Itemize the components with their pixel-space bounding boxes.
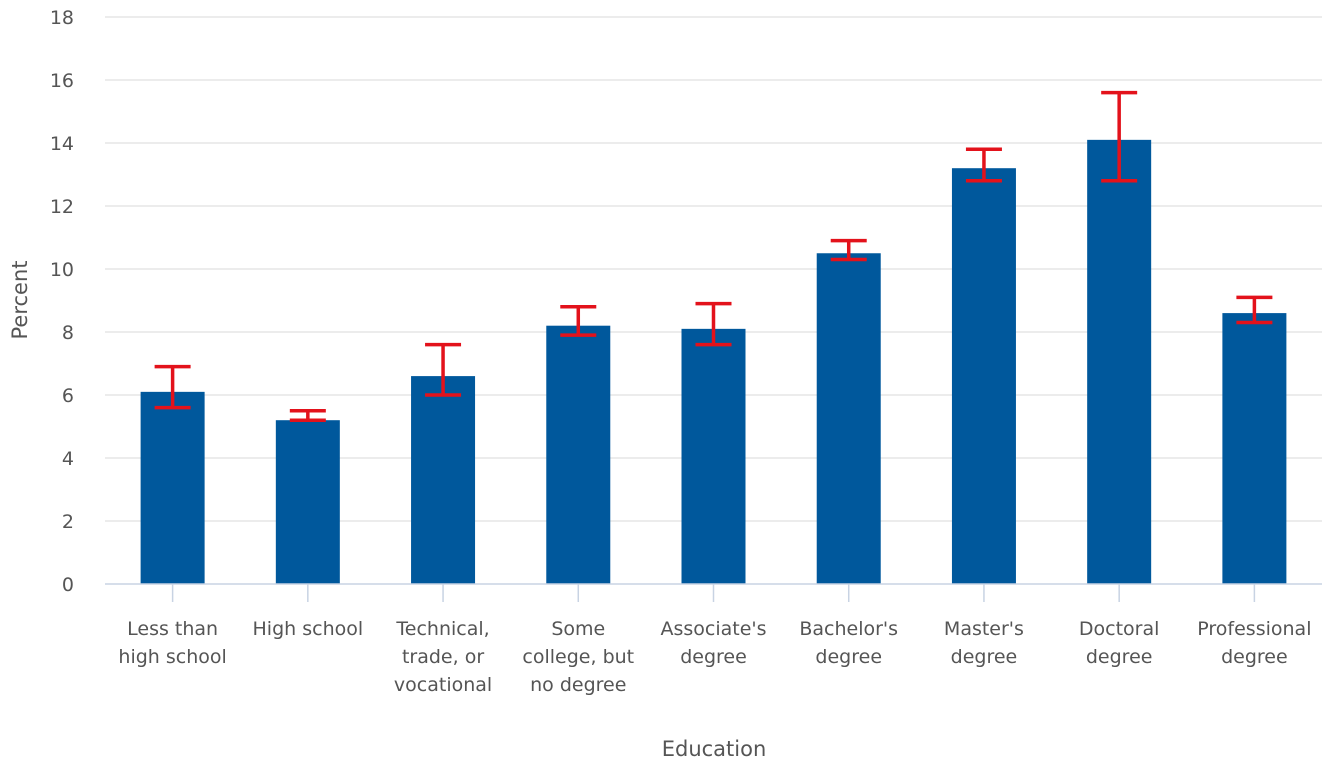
x-category-label-line: degree (1221, 646, 1288, 668)
error-bars (154, 90, 1273, 422)
x-category-label: Technical, trade, or vocational (394, 618, 492, 696)
x-category-label-line: Professional (1197, 618, 1311, 640)
error-bar (830, 238, 867, 262)
x-category-label-line: no degree (530, 674, 626, 696)
error-bar (154, 364, 191, 410)
x-category-label-line: Technical, (395, 618, 489, 640)
x-category-label: Some college, but no degree (522, 618, 634, 696)
y-axis-title: Percent (8, 260, 32, 339)
x-category-label: High school (253, 618, 364, 640)
x-category-label: Master's degree (944, 618, 1024, 668)
error-bar (965, 147, 1002, 183)
error-bar (425, 342, 462, 397)
y-tick-label: 16 (50, 70, 74, 92)
bar (546, 325, 611, 584)
bars (140, 139, 1287, 584)
error-bar (560, 305, 597, 337)
x-category-label: Doctoral degree (1079, 618, 1160, 668)
x-category-label-line: high school (118, 646, 226, 668)
x-category-label-line: vocational (394, 674, 492, 696)
y-tick-label: 10 (50, 259, 74, 281)
y-tick-label: 2 (62, 511, 74, 533)
error-bar (289, 409, 326, 422)
bar (681, 328, 746, 584)
bar (951, 168, 1016, 584)
x-category-label: Professional degree (1197, 618, 1311, 668)
x-category-label: Associate's degree (660, 618, 766, 668)
x-category-label-line: degree (680, 646, 747, 668)
y-tick-label: 6 (62, 385, 74, 407)
x-category-label: Less than high school (118, 618, 226, 668)
bar (140, 391, 205, 584)
bar (1222, 313, 1287, 584)
error-bar (695, 301, 732, 347)
x-axis (105, 583, 1322, 602)
bar (816, 253, 881, 584)
x-category-label-line: trade, or (402, 646, 484, 668)
bar (275, 420, 340, 584)
y-tick-label: 8 (62, 322, 74, 344)
x-category-label: Bachelor's degree (799, 618, 898, 668)
x-category-label-line: High school (253, 618, 364, 640)
y-tick-label: 0 (62, 574, 74, 596)
y-tick-label: 18 (50, 7, 74, 29)
x-category-label-line: Master's (944, 618, 1024, 640)
x-category-label-line: Some (551, 618, 605, 640)
bar (411, 376, 476, 584)
x-category-label-line: Less than (127, 618, 218, 640)
y-tick-label: 14 (50, 133, 74, 155)
y-axis-ticks: 0 2 4 6 8 10 12 14 16 18 (50, 7, 74, 596)
x-category-label-line: Bachelor's (799, 618, 898, 640)
x-category-label-line: college, but (522, 646, 634, 668)
x-category-label-line: degree (951, 646, 1018, 668)
bar (1087, 139, 1152, 584)
error-bar (1101, 90, 1138, 183)
x-category-label-line: Associate's (660, 618, 766, 640)
y-tick-label: 12 (50, 196, 74, 218)
x-category-label-line: degree (1086, 646, 1153, 668)
y-tick-label: 4 (62, 448, 74, 470)
x-category-label-line: degree (815, 646, 882, 668)
error-bar (1236, 295, 1273, 325)
x-axis-title: Education (662, 737, 767, 761)
x-category-label-line: Doctoral (1079, 618, 1160, 640)
x-axis-category-labels: Less than high school High school Technical… (118, 618, 1311, 696)
